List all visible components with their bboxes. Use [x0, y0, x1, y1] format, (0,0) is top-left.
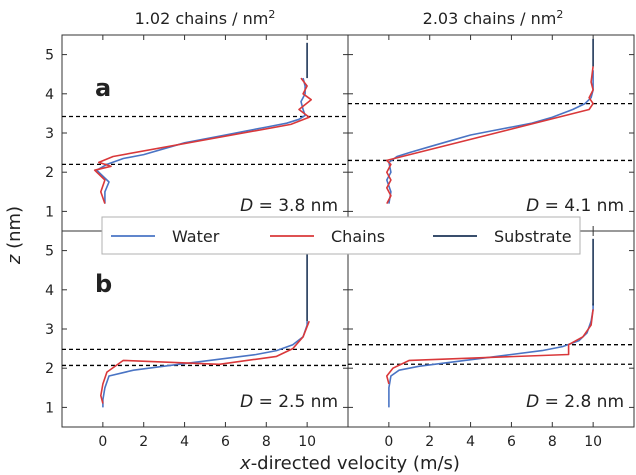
- y-tick-label: 5: [45, 244, 54, 260]
- thickness-annotation: D = 2.8 nm: [526, 392, 624, 412]
- series-chains-line: [93, 77, 312, 204]
- x-tick-label: 8: [548, 434, 557, 450]
- legend-box: [101, 216, 581, 255]
- x-axis-label: x-directed velocity (m/s): [239, 453, 460, 474]
- x-tick-label: 0: [98, 434, 107, 450]
- y-tick-label: 5: [45, 48, 54, 64]
- y-axis-label: z (nm): [4, 206, 25, 265]
- x-tick-label: 2: [139, 434, 148, 450]
- legend-label-chains: Chains: [331, 227, 385, 246]
- series-water-line: [388, 303, 594, 408]
- thickness-annotation: D = 3.8 nm: [240, 196, 338, 216]
- thickness-annotation: D = 4.1 nm: [526, 196, 624, 216]
- thickness-annotation: D = 2.5 nm: [240, 392, 338, 412]
- panel-a-right: D = 4.1 nm: [347, 34, 635, 232]
- x-tick-label: 4: [466, 434, 475, 450]
- y-tick-label: 3: [45, 126, 54, 142]
- column-title-right: 2.03 chains / nm2: [423, 8, 564, 28]
- series-chains-line: [100, 320, 310, 404]
- legend: Water Chains Substrate: [101, 216, 581, 255]
- y-tick-label: 1: [45, 204, 54, 220]
- series-chains-line: [386, 309, 594, 385]
- y-tick-label: 2: [45, 361, 54, 377]
- x-tick-label: 0: [384, 434, 393, 450]
- y-tick-label: 2: [45, 165, 54, 181]
- x-tick-label: 6: [507, 434, 516, 450]
- y-tick-label: 3: [45, 322, 54, 338]
- y-tick-label: 4: [45, 87, 54, 103]
- legend-label-water: Water: [172, 227, 220, 246]
- series-chains-line: [386, 66, 594, 204]
- legend-label-substrate: Substrate: [494, 227, 572, 246]
- column-title-left: 1.02 chains / nm2: [135, 8, 276, 28]
- row-label-a: a: [95, 74, 111, 102]
- x-tick-label: 8: [262, 434, 271, 450]
- x-tick-label: 10: [298, 434, 316, 450]
- panel-b-right: 0 2 4 6 8 10 D = 2.8 nm: [347, 230, 635, 450]
- row-label-b: b: [95, 270, 112, 298]
- y-tick-label: 4: [45, 283, 54, 299]
- x-tick-label: 6: [221, 434, 230, 450]
- x-tick-label: 10: [584, 434, 602, 450]
- x-tick-label: 2: [425, 434, 434, 450]
- y-tick-label: 1: [45, 400, 54, 416]
- x-tick-label: 4: [180, 434, 189, 450]
